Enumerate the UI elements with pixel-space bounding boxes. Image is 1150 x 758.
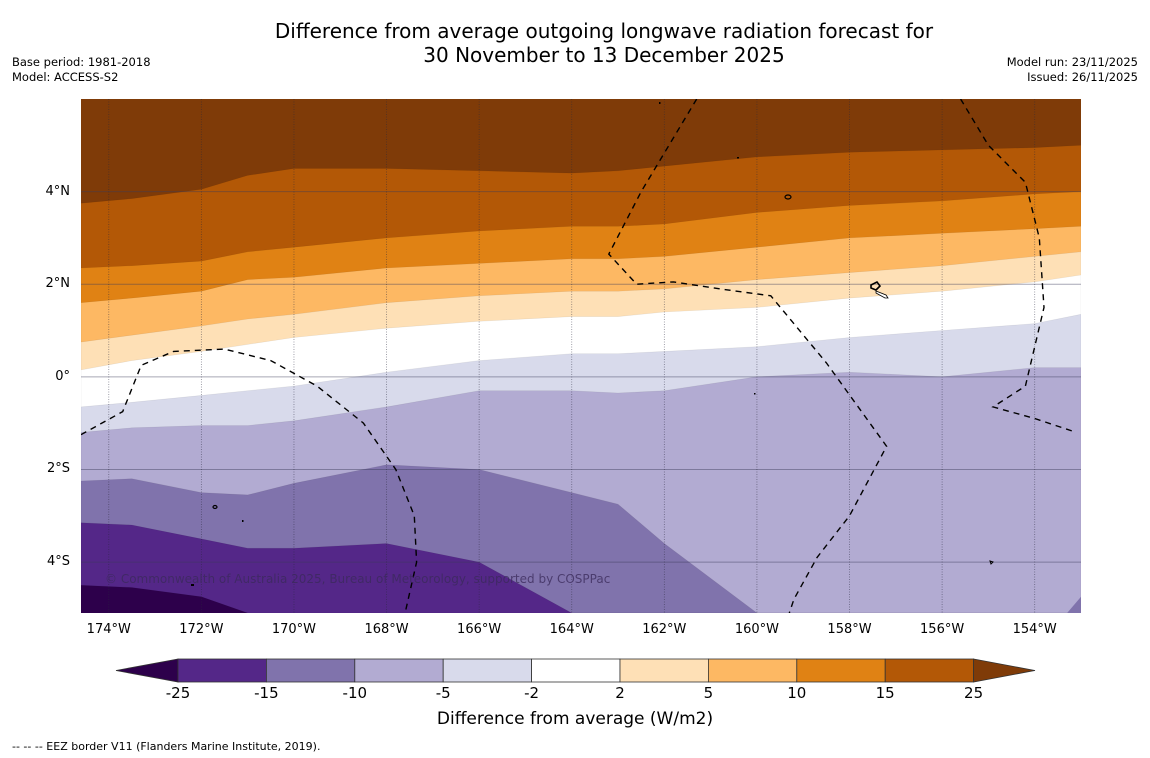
longitude-tick-label: 154°W — [1012, 622, 1057, 637]
colorbar-tick-label: -2 — [524, 684, 540, 702]
island-marker — [212, 504, 218, 510]
colorbar-tick-label: -15 — [254, 684, 279, 702]
colorbar-tick-label: 10 — [787, 684, 807, 702]
colorbar-segment — [619, 658, 709, 683]
colorbar-tick-label: -5 — [435, 684, 451, 702]
run-info: Model run: 23/11/2025 Issued: 26/11/2025 — [1007, 55, 1138, 85]
base-period-text: Base period: 1981-2018 — [12, 55, 151, 69]
colorbar-tick-label: 15 — [875, 684, 895, 702]
longitude-tick-label: 168°W — [364, 622, 409, 637]
longitude-tick-label: 170°W — [271, 622, 317, 637]
title-line-2: 30 November to 13 December 2025 — [423, 43, 785, 67]
eez-border-line — [81, 348, 418, 613]
longitude-tick-label: 158°W — [827, 622, 872, 637]
latitude-tick-label: 2°N — [45, 276, 71, 292]
graticule — [81, 99, 1081, 613]
island-marker — [989, 560, 994, 565]
colorbar-tick-label: 2 — [615, 684, 625, 702]
longitude-tick-label: 160°W — [734, 622, 780, 637]
eez-legend-note: -- -- -- EEZ border V11 (Flanders Marine… — [12, 740, 321, 753]
colorbar — [115, 658, 1036, 683]
title-line-1: Difference from average outgoing longwav… — [274, 19, 934, 43]
eez-border-line — [959, 99, 1077, 434]
eez-border-line — [607, 99, 888, 613]
longitude-tick-label: 164°W — [549, 622, 594, 637]
model-run-date: Model run: 23/11/2025 — [1006, 55, 1138, 69]
colorbar-extend-low — [115, 658, 179, 683]
island-marker — [659, 102, 661, 104]
colorbar-tick-label: -10 — [342, 684, 368, 702]
eez-borders — [81, 99, 1077, 613]
island-marker — [737, 157, 739, 159]
island-marker — [875, 290, 889, 299]
longitude-tick-label: 162°W — [642, 622, 687, 637]
colorbar-segment — [884, 658, 975, 683]
island-marker — [242, 520, 244, 522]
colorbar-extend-high — [973, 658, 1036, 683]
copyright-notice: © Commonwealth of Australia 2025, Bureau… — [105, 572, 611, 586]
band-below--25 — [81, 584, 1081, 613]
colorbar-segment — [354, 658, 444, 683]
colorbar-tick-label: 5 — [703, 684, 714, 702]
colorbar-segment — [708, 658, 798, 683]
island-marker — [870, 280, 882, 291]
model-name-text: Model: ACCESS-S2 — [12, 70, 119, 84]
longitude-tick-label: 172°W — [179, 622, 224, 637]
latitude-tick-label: 0° — [55, 368, 70, 384]
island-marker — [784, 194, 792, 200]
colorbar-tick-label: 25 — [964, 684, 984, 702]
longitude-tick-label: 156°W — [920, 622, 965, 637]
islands — [191, 102, 994, 586]
model-info: Base period: 1981-2018 Model: ACCESS-S2 — [12, 55, 151, 85]
colorbar-tick-label: -25 — [165, 684, 191, 702]
issued-date: Issued: 26/11/2025 — [1027, 70, 1138, 84]
band-below--15 — [81, 522, 1081, 613]
colorbar-segment — [442, 658, 533, 683]
chart-title: Difference from average outgoing longwav… — [0, 19, 1150, 67]
latitude-tick-label: 4°N — [45, 183, 71, 199]
colorbar-segment — [531, 658, 621, 683]
longitude-tick-label: 174°W — [86, 622, 131, 637]
island-marker — [191, 584, 194, 586]
colorbar-label: Difference from average (W/m2) — [436, 709, 714, 729]
band-patch-right-edge — [1067, 596, 1081, 613]
island-marker — [754, 393, 756, 395]
latitude-tick-label: 4°S — [46, 554, 70, 570]
latitude-tick-label: 2°S — [46, 461, 70, 477]
colorbar-segment — [796, 658, 886, 683]
colorbar-segment — [177, 658, 267, 683]
colorbar-segment — [265, 658, 356, 683]
longitude-tick-label: 166°W — [457, 622, 502, 637]
contour-bands — [81, 99, 1081, 613]
